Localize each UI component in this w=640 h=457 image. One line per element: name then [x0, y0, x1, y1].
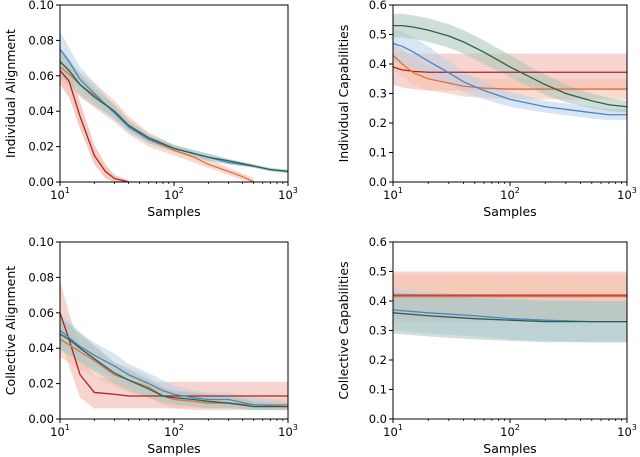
y-tick-label: 0.10: [28, 0, 54, 12]
y-tick-label: 0.3: [369, 324, 387, 338]
y-tick-label: 0.6: [369, 235, 387, 249]
y-tick-label: 0.6: [369, 0, 387, 12]
x-tick-label: 103: [617, 423, 637, 439]
y-tick-label: 0.4: [369, 294, 387, 308]
x-tick-label: 102: [164, 186, 184, 202]
y-tick-label: 0.06: [28, 306, 54, 320]
x-tick-exponent: 2: [515, 423, 520, 432]
y-tick-label: 0.3: [369, 87, 387, 101]
band-blue: [393, 28, 627, 121]
x-tick-base: 10: [50, 188, 65, 202]
line-green: [393, 24, 627, 108]
x-tick-exponent: 1: [398, 423, 403, 432]
y-tick-label: 0.2: [369, 116, 387, 130]
band-green: [60, 318, 288, 411]
x-tick-base: 10: [164, 425, 179, 439]
band-orange: [60, 319, 288, 411]
line-green: [60, 333, 288, 408]
line-green: [60, 61, 288, 173]
y-axis-label: Individual Capabilities: [336, 25, 351, 163]
x-tick-label: 102: [500, 423, 520, 439]
y-tick-label: 0.06: [28, 69, 54, 83]
x-tick-base: 10: [383, 425, 398, 439]
x-tick-exponent: 1: [65, 423, 70, 432]
x-tick-base: 10: [500, 425, 515, 439]
line-blue: [60, 329, 288, 408]
y-tick-label: 0.0: [369, 412, 387, 426]
x-tick-base: 10: [164, 188, 179, 202]
x-tick-label: 101: [50, 423, 70, 439]
y-tick-label: 0.2: [369, 353, 387, 367]
x-tick-exponent: 1: [398, 186, 403, 195]
y-tick-label: 0.00: [28, 412, 54, 426]
line-blue: [393, 42, 627, 116]
y-axis-label: Individual Alignment: [3, 29, 18, 158]
plot-area: [393, 271, 627, 343]
y-tick-label: 0.04: [28, 341, 54, 355]
y-tick-label: 0.5: [369, 265, 387, 279]
x-tick-label: 103: [617, 186, 637, 202]
line-red: [60, 312, 288, 397]
y-axis-label: Collective Capabilities: [336, 261, 351, 399]
plot-area: [393, 13, 627, 121]
x-tick-label: 103: [278, 423, 298, 439]
line-green: [393, 312, 627, 323]
y-tick-label: 0.5: [369, 28, 387, 42]
x-tick-exponent: 1: [65, 186, 70, 195]
x-axis-label: Samples: [483, 441, 536, 456]
x-tick-exponent: 3: [632, 423, 637, 432]
x-tick-label: 101: [50, 186, 70, 202]
x-tick-label: 102: [500, 186, 520, 202]
x-tick-label: 102: [164, 423, 184, 439]
x-tick-exponent: 3: [293, 186, 298, 195]
band-green: [393, 292, 627, 343]
x-tick-exponent: 2: [179, 186, 184, 195]
y-tick-label: 0.00: [28, 175, 54, 189]
x-tick-exponent: 2: [515, 186, 520, 195]
y-tick-label: 0.10: [28, 235, 54, 249]
y-tick-label: 0.0: [369, 175, 387, 189]
x-tick-label: 101: [383, 186, 403, 202]
y-tick-label: 0.1: [369, 383, 387, 397]
x-tick-exponent: 2: [179, 423, 184, 432]
x-tick-label: 101: [383, 423, 403, 439]
x-tick-base: 10: [617, 425, 632, 439]
y-tick-label: 0.1: [369, 146, 387, 160]
plot-area: [60, 31, 288, 182]
x-tick-exponent: 3: [632, 186, 637, 195]
x-tick-base: 10: [500, 188, 515, 202]
y-tick-label: 0.02: [28, 377, 54, 391]
line-red: [60, 70, 129, 182]
y-axis-label: Collective Alignment: [3, 266, 18, 395]
y-tick-label: 0.02: [28, 140, 54, 154]
line-red: [393, 66, 627, 73]
x-tick-base: 10: [278, 425, 293, 439]
line-orange: [393, 54, 627, 90]
y-tick-label: 0.08: [28, 33, 54, 47]
y-tick-label: 0.04: [28, 104, 54, 118]
x-tick-base: 10: [617, 188, 632, 202]
y-tick-label: 0.4: [369, 57, 387, 71]
x-tick-base: 10: [50, 425, 65, 439]
x-tick-exponent: 3: [293, 423, 298, 432]
x-axis-label: Samples: [147, 441, 200, 456]
band-green: [393, 13, 627, 113]
x-axis-label: Samples: [483, 204, 536, 219]
x-axis-label: Samples: [147, 204, 200, 219]
plot-area: [60, 280, 288, 411]
y-tick-label: 0.08: [28, 270, 54, 284]
x-tick-label: 103: [278, 186, 298, 202]
x-tick-base: 10: [383, 188, 398, 202]
x-tick-base: 10: [278, 188, 293, 202]
